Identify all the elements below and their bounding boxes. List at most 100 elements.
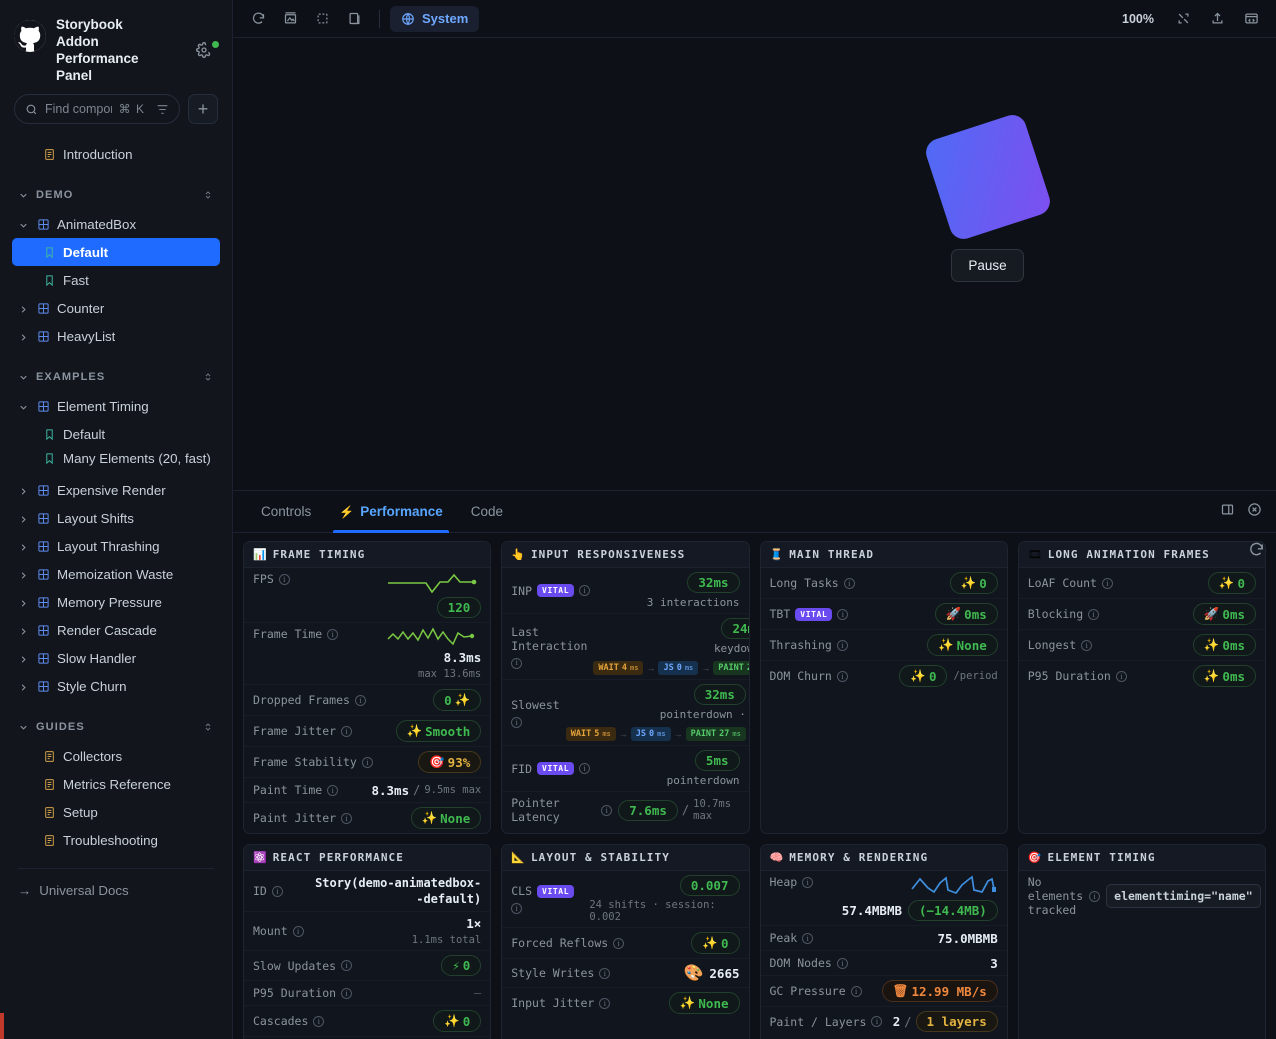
fullscreen-icon[interactable] bbox=[1168, 5, 1198, 33]
expand-collapse-icon[interactable] bbox=[202, 188, 214, 202]
chevron-right-icon[interactable] bbox=[18, 303, 29, 314]
chevron-right-icon[interactable] bbox=[18, 569, 29, 580]
sidebar-item-metrics-reference[interactable]: Metrics Reference bbox=[12, 770, 220, 798]
sidebar-group-examples[interactable]: EXAMPLES bbox=[12, 362, 220, 392]
sidebar-item-introduction[interactable]: Introduction bbox=[12, 140, 220, 168]
chevron-down-icon[interactable] bbox=[18, 401, 29, 412]
close-icon[interactable] bbox=[1247, 502, 1262, 522]
info-icon[interactable]: i bbox=[341, 987, 353, 999]
info-icon[interactable]: i bbox=[579, 763, 591, 774]
sidebar-item-fast[interactable]: Fast bbox=[12, 266, 220, 294]
card-header: ⚛️ REACT PERFORMANCE bbox=[244, 845, 491, 871]
tab-code[interactable]: Code bbox=[457, 491, 517, 533]
open-code-icon[interactable] bbox=[1236, 5, 1266, 33]
pause-button[interactable]: Pause bbox=[951, 249, 1024, 282]
info-icon[interactable]: i bbox=[836, 670, 848, 682]
info-icon[interactable]: i bbox=[271, 885, 283, 897]
expand-collapse-icon[interactable] bbox=[202, 720, 214, 734]
info-icon[interactable]: i bbox=[313, 1015, 325, 1027]
theme-pill[interactable]: System bbox=[390, 5, 480, 32]
expand-collapse-icon[interactable] bbox=[202, 370, 214, 384]
sidebar-item-memory-pressure[interactable]: Memory Pressure bbox=[12, 588, 220, 616]
chevron-down-icon[interactable] bbox=[18, 219, 29, 230]
info-icon[interactable]: i bbox=[511, 657, 523, 669]
info-icon[interactable]: i bbox=[341, 812, 353, 824]
sidebar-item-layout-shifts[interactable]: Layout Shifts bbox=[12, 504, 220, 532]
sidebar-group-demo[interactable]: DEMO bbox=[12, 180, 220, 210]
chevron-down-icon[interactable] bbox=[18, 372, 29, 383]
chevron-right-icon[interactable] bbox=[18, 681, 29, 692]
info-icon[interactable]: i bbox=[1102, 577, 1113, 589]
chevron-right-icon[interactable] bbox=[18, 485, 29, 496]
chevron-down-icon[interactable] bbox=[18, 190, 29, 201]
info-icon[interactable]: i bbox=[802, 932, 814, 944]
info-icon[interactable]: i bbox=[354, 694, 366, 706]
info-icon[interactable]: i bbox=[599, 997, 611, 1009]
info-icon[interactable]: i bbox=[1089, 890, 1101, 902]
filter-icon[interactable] bbox=[156, 103, 169, 116]
sidebar-item-memoization-waste[interactable]: Memoization Waste bbox=[12, 560, 220, 588]
info-icon[interactable]: i bbox=[341, 725, 353, 737]
sidebar-item-counter[interactable]: Counter bbox=[12, 294, 220, 322]
info-icon[interactable]: i bbox=[843, 577, 855, 589]
metric-label: INP VITAL i bbox=[511, 584, 591, 598]
info-icon[interactable]: i bbox=[361, 756, 373, 768]
sidebar-item-default[interactable]: Default bbox=[12, 420, 220, 448]
add-button[interactable]: + bbox=[188, 94, 218, 124]
info-icon[interactable]: i bbox=[327, 628, 339, 640]
chevron-right-icon[interactable] bbox=[18, 653, 29, 664]
tab-controls[interactable]: Controls bbox=[247, 491, 325, 533]
remount-icon[interactable] bbox=[243, 5, 273, 33]
info-icon[interactable]: i bbox=[850, 985, 862, 997]
chevron-right-icon[interactable] bbox=[18, 331, 29, 342]
panel-layout-icon[interactable] bbox=[1220, 502, 1235, 522]
chevron-right-icon[interactable] bbox=[18, 513, 29, 524]
sidebar-item-style-churn[interactable]: Style Churn bbox=[12, 672, 220, 700]
info-icon[interactable]: i bbox=[601, 804, 613, 816]
sidebar-item-setup[interactable]: Setup bbox=[12, 798, 220, 826]
sidebar-item-render-cascade[interactable]: Render Cascade bbox=[12, 616, 220, 644]
info-icon[interactable]: i bbox=[837, 608, 849, 620]
sidebar-item-default[interactable]: Default bbox=[12, 238, 220, 266]
share-icon[interactable] bbox=[1202, 5, 1232, 33]
sidebar-item-expensive-render[interactable]: Expensive Render bbox=[12, 476, 220, 504]
measure-icon[interactable] bbox=[307, 5, 337, 33]
info-icon[interactable]: i bbox=[599, 967, 611, 979]
info-icon[interactable]: i bbox=[613, 937, 625, 949]
info-icon[interactable]: i bbox=[341, 960, 353, 971]
sidebar-item-heavylist[interactable]: HeavyList bbox=[12, 322, 220, 350]
info-icon[interactable]: i bbox=[1088, 608, 1100, 620]
gear-icon[interactable] bbox=[196, 41, 219, 64]
search-input[interactable]: Find components ⌘ K bbox=[14, 94, 180, 124]
zoom-level[interactable]: 100% bbox=[1122, 11, 1154, 26]
outline-icon[interactable] bbox=[339, 5, 369, 33]
sidebar-item-slow-handler[interactable]: Slow Handler bbox=[12, 644, 220, 672]
sidebar-item-layout-thrashing[interactable]: Layout Thrashing bbox=[12, 532, 220, 560]
toolbar-background-icon[interactable] bbox=[275, 5, 305, 33]
info-icon[interactable]: i bbox=[327, 784, 339, 796]
info-icon[interactable]: i bbox=[511, 716, 523, 728]
info-icon[interactable]: i bbox=[579, 585, 591, 596]
info-icon[interactable]: i bbox=[871, 1016, 883, 1027]
sidebar-item-troubleshooting[interactable]: Troubleshooting bbox=[12, 826, 220, 854]
sidebar-item-many-elements-20-fast[interactable]: Many Elements (20, fast) bbox=[12, 448, 220, 476]
sidebar-group-guides[interactable]: GUIDES bbox=[12, 712, 220, 742]
chevron-right-icon[interactable] bbox=[18, 597, 29, 608]
info-icon[interactable]: i bbox=[278, 573, 290, 585]
sidebar-item-element-timing[interactable]: Element Timing bbox=[12, 392, 220, 420]
info-icon[interactable]: i bbox=[1115, 670, 1127, 682]
chevron-right-icon[interactable] bbox=[18, 541, 29, 552]
sidebar-universal-docs-link[interactable]: → Universal Docs bbox=[12, 875, 220, 905]
info-icon[interactable]: i bbox=[836, 639, 848, 651]
info-icon[interactable]: i bbox=[802, 876, 814, 888]
info-icon[interactable]: i bbox=[292, 925, 304, 937]
sidebar-item-collectors[interactable]: Collectors bbox=[12, 742, 220, 770]
info-icon[interactable]: i bbox=[836, 957, 848, 969]
info-icon[interactable]: i bbox=[1081, 639, 1093, 651]
sidebar-item-animatedbox[interactable]: AnimatedBox bbox=[12, 210, 220, 238]
tab-performance[interactable]: ⚡ Performance bbox=[325, 491, 457, 533]
refresh-metrics-icon[interactable] bbox=[1248, 541, 1268, 561]
chevron-right-icon[interactable] bbox=[18, 625, 29, 636]
chevron-down-icon[interactable] bbox=[18, 722, 29, 733]
info-icon[interactable]: i bbox=[511, 903, 523, 914]
